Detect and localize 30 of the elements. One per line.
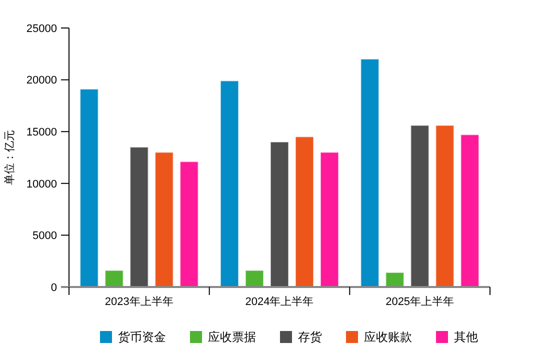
- x-tick-label: 2023年上半年: [104, 295, 174, 308]
- bar: [154, 152, 174, 288]
- y-tick-label: 10000: [26, 178, 57, 190]
- x-tick-label: 2025年上半年: [386, 295, 454, 308]
- bar: [220, 80, 239, 288]
- x-tick-label: 2024年上半年: [245, 295, 314, 308]
- bar: [295, 136, 314, 288]
- bar: [385, 272, 404, 288]
- legend-label: 应收票据: [208, 330, 256, 344]
- y-tick-label: 20000: [26, 74, 57, 87]
- legend-label: 应收账款: [364, 330, 412, 344]
- legend-label: 存货: [298, 330, 322, 344]
- bar: [245, 270, 264, 288]
- bar: [410, 124, 430, 288]
- legend-label: 货币资金: [118, 330, 166, 344]
- bar: [435, 124, 454, 288]
- bar: [460, 134, 480, 288]
- bar: [180, 161, 199, 288]
- bar: [360, 58, 380, 288]
- y-tick-label: 15000: [26, 126, 57, 138]
- bar: [80, 88, 99, 288]
- y-axis-title: 单位：亿元: [3, 130, 16, 185]
- bar: [130, 146, 149, 288]
- bar: [104, 270, 124, 288]
- bar: [270, 141, 289, 288]
- bar: [320, 152, 339, 288]
- y-tick-label: 5000: [32, 230, 57, 242]
- y-tick-label: 25000: [26, 22, 57, 35]
- y-tick-label: 0: [50, 282, 57, 294]
- legend-label: 其他: [454, 330, 478, 344]
